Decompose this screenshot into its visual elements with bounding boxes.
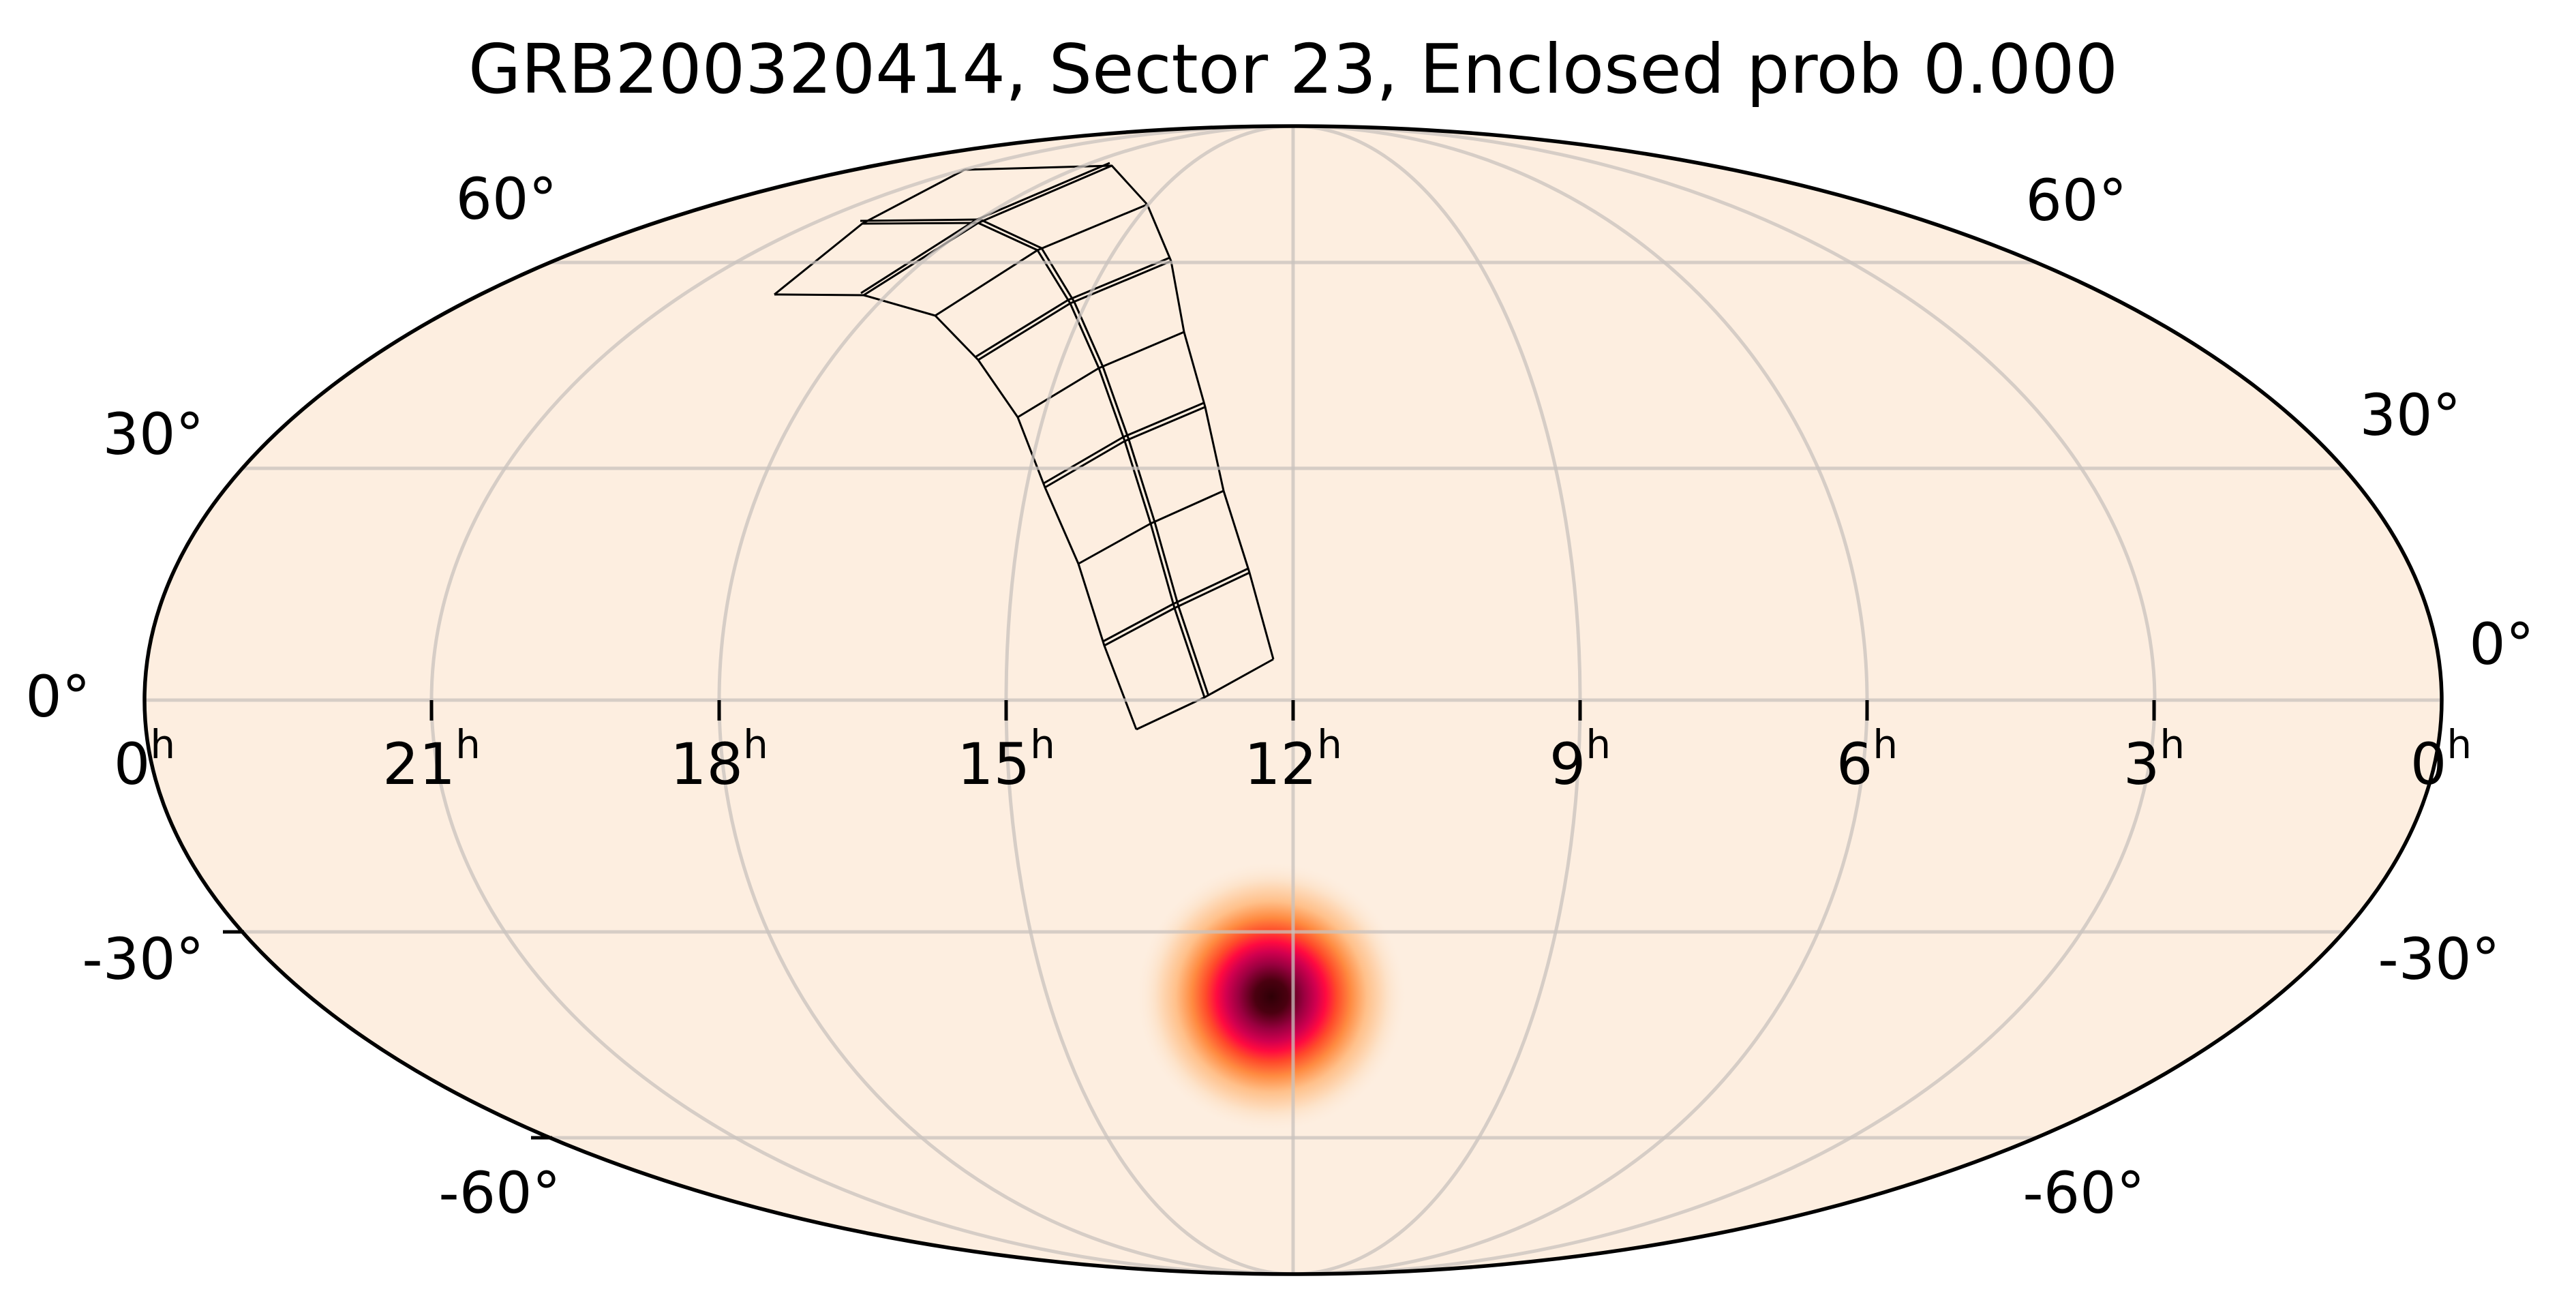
footprint-row-6 bbox=[935, 203, 1148, 317]
sky-frame bbox=[142, 124, 2444, 1276]
footprint-row-2 bbox=[1078, 489, 1224, 565]
dec-label: 30° bbox=[2360, 382, 2461, 449]
footprint-row-7 bbox=[863, 164, 1112, 297]
footprint-row-1 bbox=[1104, 571, 1250, 647]
footprint-row-1b bbox=[1102, 567, 1249, 643]
ra-label: 9h bbox=[1549, 721, 1611, 798]
ra-label: 18h bbox=[670, 721, 768, 798]
ra-label: 0h bbox=[114, 721, 175, 798]
ra-labels: 0h 21h 18h 15h 12h 9h 6h 3h 0h bbox=[114, 721, 2472, 798]
footprint-row-4 bbox=[1017, 331, 1185, 419]
ra-label: 6h bbox=[1836, 721, 1898, 798]
footprint-row-5 bbox=[978, 260, 1172, 361]
dec-labels-left: 60° 30° 0° -30° -60° bbox=[25, 166, 560, 1226]
ra-label: 0h bbox=[2410, 721, 2472, 798]
dec-label: 0° bbox=[25, 663, 90, 730]
dec-label: -30° bbox=[2378, 926, 2500, 993]
dec-label: 60° bbox=[456, 166, 558, 232]
ra-label: 21h bbox=[382, 721, 481, 798]
footprint-row-8 bbox=[774, 168, 965, 296]
dec-label: -60° bbox=[438, 1160, 560, 1226]
dec-label: -60° bbox=[2022, 1160, 2145, 1226]
chart-title: GRB200320414, Sector 23, Enclosed prob 0… bbox=[468, 29, 2118, 109]
footprint-row-5b bbox=[975, 256, 1170, 358]
footprint-row-0 bbox=[1136, 658, 1274, 731]
dec-label: 30° bbox=[103, 401, 204, 468]
dec-label: 0° bbox=[2469, 611, 2534, 678]
tess-footprint bbox=[774, 162, 1275, 731]
ra-label: 12h bbox=[1244, 721, 1342, 798]
probability-hotspot bbox=[1135, 860, 1408, 1133]
footprint-row-3 bbox=[1044, 406, 1206, 489]
ra-label: 15h bbox=[957, 721, 1055, 798]
dec-label: -30° bbox=[82, 926, 204, 993]
dec-labels-right: 60° 30° 0° -30° -60° bbox=[2022, 167, 2534, 1226]
dec-label: 60° bbox=[2026, 167, 2127, 234]
ra-label: 3h bbox=[2123, 721, 2185, 798]
ra-ticks bbox=[429, 700, 2156, 721]
